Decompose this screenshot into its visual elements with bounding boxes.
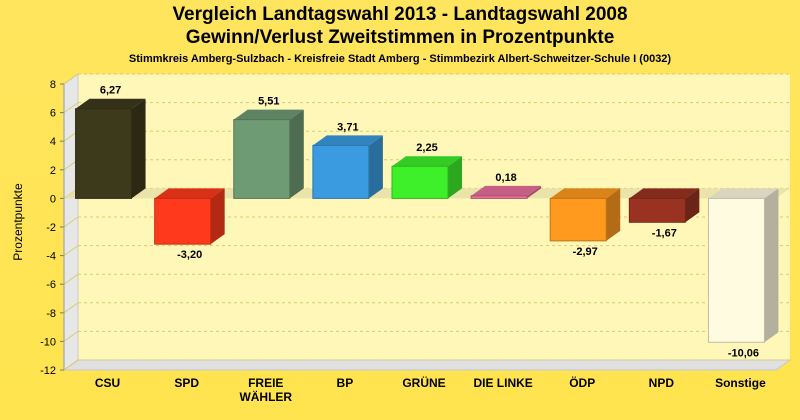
- bar-top: [550, 188, 621, 199]
- y-tick-label: -2: [46, 222, 56, 234]
- gridline-side: [63, 216, 79, 228]
- data-label: 6,27: [100, 85, 121, 97]
- bar: [75, 108, 133, 199]
- x-tick-label: SPD: [174, 376, 199, 390]
- bar: [470, 195, 528, 199]
- data-label: -10,06: [728, 347, 759, 359]
- bar-side: [368, 135, 383, 199]
- y-tick-label: -4: [46, 251, 56, 263]
- bar-side: [289, 109, 304, 199]
- y-tick-label: 0: [50, 193, 56, 205]
- bar: [312, 144, 370, 199]
- gridline-side: [63, 245, 79, 257]
- y-tick-label: 4: [50, 136, 56, 148]
- data-label: -2,97: [573, 246, 598, 258]
- bar-top: [154, 188, 225, 199]
- data-label: 0,18: [495, 172, 516, 184]
- bar-top: [471, 185, 542, 196]
- gridline-side: [63, 102, 79, 114]
- bar-side: [210, 188, 225, 245]
- y-tick-label: -8: [46, 308, 56, 320]
- bar: [233, 119, 291, 199]
- bar-top: [233, 109, 304, 120]
- chart-title: Vergleich Landtagswahl 2013 - Landtagswa…: [172, 4, 628, 25]
- plot-floor: [62, 359, 792, 371]
- x-tick-label: DIE LINKE: [473, 376, 532, 390]
- data-label: 3,71: [337, 121, 358, 133]
- bar-top: [392, 156, 462, 167]
- chart-subtitle-line: Gewinn/Verlust Zweitstimmen in Prozentpu…: [185, 27, 615, 48]
- data-label: -1,67: [652, 227, 677, 239]
- y-tick-label: 6: [50, 108, 56, 120]
- bar: [154, 197, 212, 245]
- bar: [391, 165, 449, 199]
- y-tick-label: -12: [40, 365, 56, 377]
- bar: [628, 197, 686, 223]
- x-tick-label: FREIE: [248, 376, 283, 390]
- gridline-side: [63, 330, 79, 342]
- x-tick-label: GRÜNE: [402, 375, 445, 390]
- x-tick-label: NPD: [649, 376, 675, 390]
- bar-top: [75, 98, 146, 109]
- bar: [707, 197, 765, 343]
- bar-side: [131, 98, 146, 199]
- y-tick-label: -6: [46, 279, 56, 291]
- y-tick-label: 2: [50, 165, 56, 177]
- x-tick-label: Sonstige: [715, 376, 766, 390]
- bar-side: [764, 188, 779, 343]
- gridline-side: [63, 359, 79, 371]
- bar-side: [527, 185, 542, 199]
- x-tick-label: ÖDP: [569, 375, 595, 390]
- chart-subtitle: Stimmkreis Amberg-Sulzbach - Kreisfreie …: [128, 53, 672, 65]
- data-label: -3,20: [177, 249, 202, 261]
- x-tick-label: WÄHLER: [239, 389, 292, 404]
- bar-side: [448, 156, 462, 199]
- x-tick-label: CSU: [95, 376, 120, 390]
- gridline-side: [63, 73, 79, 85]
- data-label: 5,51: [258, 96, 279, 108]
- bar-top: [629, 188, 700, 199]
- bar-top: [312, 135, 383, 146]
- bar: [549, 197, 607, 242]
- bar-side: [606, 188, 621, 241]
- y-tick-label: -10: [40, 336, 56, 348]
- bar-side: [685, 188, 700, 223]
- gridline-side: [63, 273, 79, 285]
- gridline-side: [63, 302, 79, 314]
- data-label: 2,25: [416, 142, 437, 154]
- x-tick-label: BP: [337, 376, 354, 390]
- y-tick-label: 8: [50, 79, 56, 91]
- bar-top: [708, 188, 779, 199]
